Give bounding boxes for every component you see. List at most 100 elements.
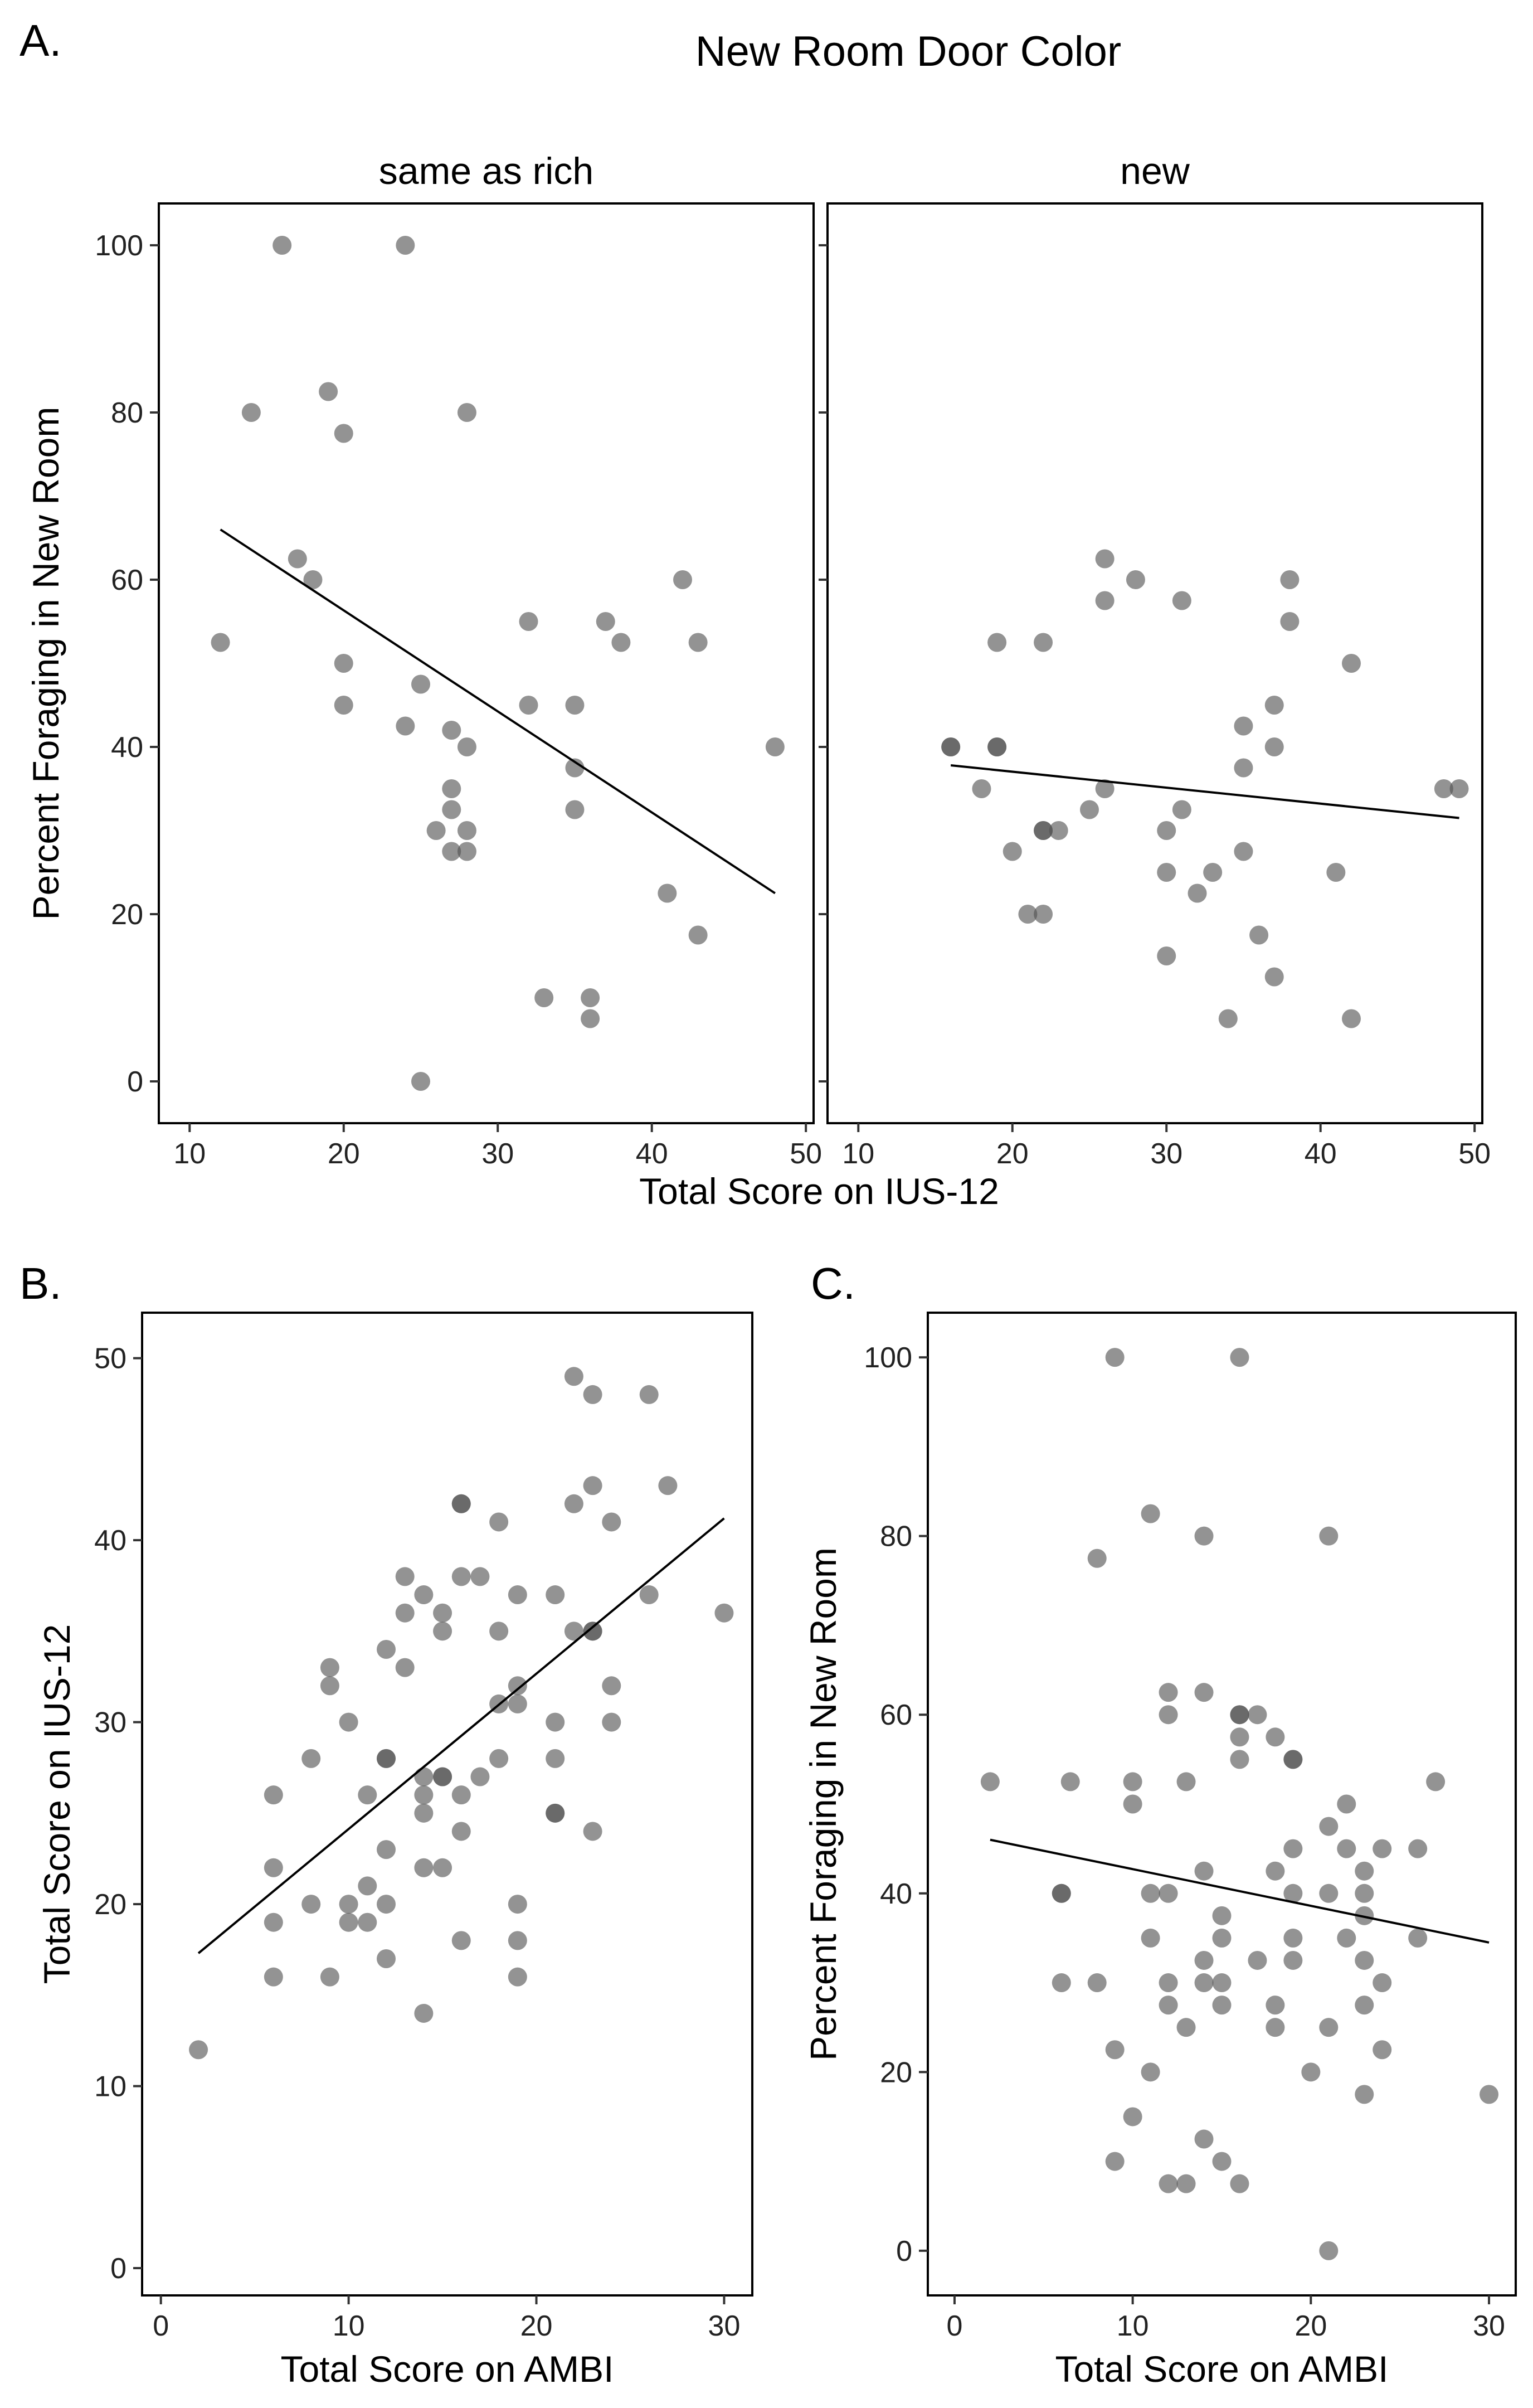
data-point (1355, 1883, 1374, 1903)
y-tick-label-c: 100 (864, 1342, 912, 1374)
x-tick-label-b: 10 (333, 2310, 365, 2342)
data-point (1123, 1772, 1142, 1792)
data-point (451, 1494, 471, 1513)
data-point (301, 1749, 321, 1768)
data-point (451, 1785, 471, 1805)
x-axis-title-a: Total Score on IUS-12 (639, 1171, 999, 1212)
data-point (1095, 549, 1115, 569)
data-point (334, 654, 353, 673)
data-point (1105, 1348, 1125, 1367)
data-point (414, 1585, 434, 1605)
data-point (673, 570, 692, 589)
data-point (611, 633, 631, 652)
y-tick-label-c: 80 (880, 1521, 912, 1553)
data-point (1159, 1973, 1178, 1993)
data-point (1194, 1973, 1214, 1993)
x-tick-label-a-left: 20 (328, 1138, 360, 1170)
data-point (411, 1072, 430, 1091)
x-tick-label-c: 10 (1117, 2310, 1149, 2342)
x-tick-label-a-left: 40 (636, 1138, 668, 1170)
data-point (1159, 1883, 1178, 1903)
data-point (1355, 1996, 1374, 2015)
data-point (1126, 570, 1145, 589)
facet-label-a-left: same as rich (379, 150, 593, 192)
data-point (596, 612, 615, 631)
data-point (358, 1785, 377, 1805)
plot-frame-c (927, 1312, 1517, 2297)
x-tick-label-a-left: 10 (173, 1138, 206, 1170)
x-tick-label-a-right: 50 (1458, 1138, 1491, 1170)
data-point (1105, 2152, 1125, 2171)
y-tick-label-a-left: 40 (111, 731, 143, 764)
data-point (583, 1822, 602, 1841)
panel-label-a: A. (20, 16, 62, 65)
data-point (442, 721, 461, 740)
data-point (546, 1585, 565, 1605)
data-point (688, 925, 708, 945)
data-point (1034, 633, 1053, 652)
data-point (1355, 1950, 1374, 1970)
data-point (1194, 1526, 1214, 1546)
data-point (1283, 1883, 1303, 1903)
data-point (489, 1512, 509, 1532)
data-point (1159, 1705, 1178, 1725)
y-tick-label-b: 20 (94, 1888, 126, 1921)
data-point (241, 403, 261, 422)
data-point (1342, 654, 1361, 673)
data-point (1159, 2174, 1178, 2193)
x-tick-label-a-left: 50 (790, 1138, 822, 1170)
data-point (1408, 1928, 1428, 1948)
data-point (1319, 1817, 1339, 1836)
data-point (1194, 1861, 1214, 1881)
data-point (508, 1585, 527, 1605)
data-point (1280, 612, 1300, 631)
data-point (1141, 1883, 1160, 1903)
data-point (565, 800, 585, 819)
data-point (1319, 2241, 1339, 2260)
data-point (1480, 2085, 1499, 2104)
data-point (639, 1385, 659, 1404)
data-point (1230, 1348, 1249, 1367)
data-point (1159, 1996, 1178, 2015)
data-point (426, 821, 446, 840)
data-point (264, 1967, 283, 1987)
chart-a-new: new 10 20 30 40 50 (819, 150, 1491, 1170)
facet-label-a-right: new (1120, 150, 1190, 192)
data-point (1212, 1928, 1232, 1948)
data-point (508, 1895, 527, 1914)
data-point (1157, 946, 1176, 965)
data-point (639, 1585, 659, 1605)
panel-label-b: B. (20, 1259, 62, 1308)
data-point (534, 988, 554, 1007)
y-tick-label-b: 50 (94, 1343, 126, 1375)
data-point (1373, 1973, 1392, 1993)
data-point (1141, 1504, 1160, 1523)
data-point (508, 1967, 527, 1987)
x-tick-label-b: 20 (520, 2310, 553, 2342)
data-point (457, 821, 476, 840)
data-point (301, 1895, 321, 1914)
data-point (1337, 1794, 1356, 1814)
data-point (451, 1931, 471, 1950)
data-point (565, 758, 585, 778)
y-axis-title-b: Total Score on IUS-12 (36, 1624, 77, 1984)
x-tick-label-a-right: 30 (1150, 1138, 1182, 1170)
data-point (414, 1858, 434, 1877)
data-point (1355, 2085, 1374, 2104)
data-point (565, 696, 585, 715)
data-point (1212, 2152, 1232, 2171)
data-point (1266, 2018, 1285, 2037)
data-point (1230, 1750, 1249, 1769)
chart-c: 0 10 20 30 0 20 40 60 80 100 Total Score on AMBI Pe… (802, 1312, 1517, 2390)
data-point (1218, 1009, 1238, 1028)
data-point (1408, 1839, 1428, 1858)
data-point (519, 696, 538, 715)
x-tick-label-a-right: 40 (1305, 1138, 1337, 1170)
data-point (433, 1858, 452, 1877)
data-point (414, 1767, 434, 1786)
data-point (1373, 2040, 1392, 2060)
data-point (396, 236, 415, 255)
data-point (1141, 1928, 1160, 1948)
data-point (1034, 821, 1053, 840)
